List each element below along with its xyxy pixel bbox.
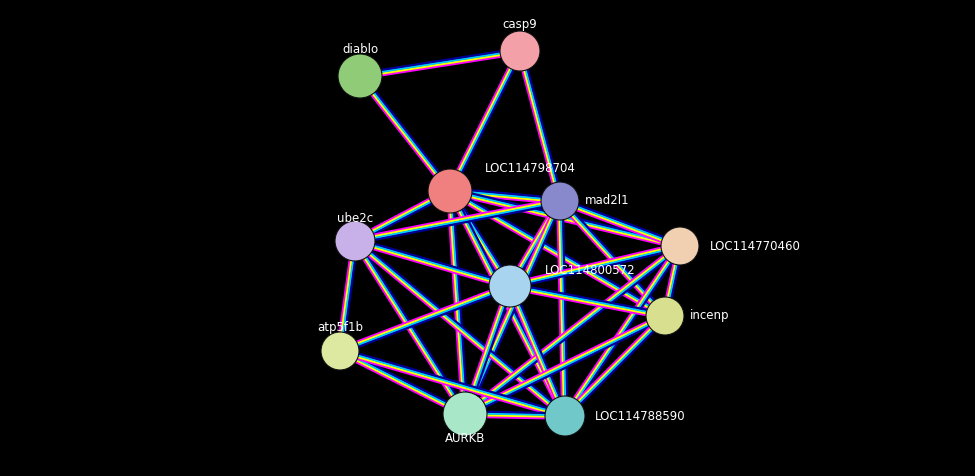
Circle shape xyxy=(646,297,684,335)
Text: atp5f1b: atp5f1b xyxy=(317,321,363,335)
Text: diablo: diablo xyxy=(342,42,378,56)
Text: LOC114788590: LOC114788590 xyxy=(595,409,685,423)
Circle shape xyxy=(428,169,472,213)
Text: LOC114770460: LOC114770460 xyxy=(710,239,800,252)
Text: AURKB: AURKB xyxy=(445,433,486,446)
Text: mad2l1: mad2l1 xyxy=(585,195,630,208)
Circle shape xyxy=(661,227,699,265)
Text: incenp: incenp xyxy=(690,309,729,323)
Circle shape xyxy=(338,54,382,98)
Text: LOC114798704: LOC114798704 xyxy=(485,162,576,176)
Circle shape xyxy=(541,182,579,220)
Text: LOC114800572: LOC114800572 xyxy=(545,265,636,278)
Circle shape xyxy=(500,31,540,71)
Circle shape xyxy=(321,332,359,370)
Text: casp9: casp9 xyxy=(503,18,537,30)
Circle shape xyxy=(489,265,531,307)
Circle shape xyxy=(443,392,487,436)
Text: ube2c: ube2c xyxy=(337,211,373,225)
Circle shape xyxy=(545,396,585,436)
Circle shape xyxy=(335,221,375,261)
